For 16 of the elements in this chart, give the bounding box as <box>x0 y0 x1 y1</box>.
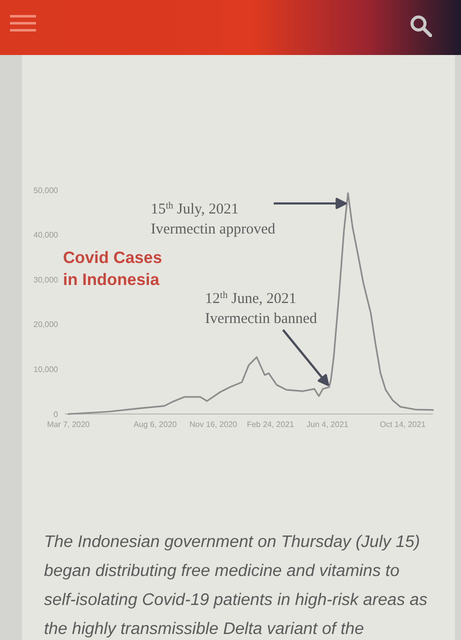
x-tick-label: Jun 4, 2021 <box>306 420 349 429</box>
x-tick-label: Oct 14, 2021 <box>380 420 426 429</box>
x-tick-label: Aug 6, 2020 <box>134 420 178 429</box>
y-tick-label: 20,000 <box>34 320 59 330</box>
annotation: 12$^{th}$ June, 2021 Ivermectin banned <box>205 289 318 327</box>
y-tick-label: 0 <box>54 410 59 419</box>
y-tick-label: 30,000 <box>34 275 59 284</box>
text: Covid Cases in Indonesia <box>63 249 162 289</box>
x-tick-label: Mar 7, 2020 <box>47 420 90 429</box>
x-tick-label: Nov 16, 2020 <box>190 420 238 429</box>
y-tick-label: 10,000 <box>34 365 59 374</box>
y-tick-label: 50,000 <box>34 186 59 195</box>
annotation: 15$^{th}$ July, 2021 Ivermectin approved <box>150 200 276 238</box>
x-tick-label: Feb 24, 2021 <box>246 420 295 429</box>
text: The Indonesian government on Thursday (July 15) began distributing free medicine and vitamins to self-isolating Covid-19 patients in high-risk areas as the highly transmissible Delta variant of the <box>44 531 428 640</box>
y-tick-label: 40,000 <box>34 230 59 240</box>
